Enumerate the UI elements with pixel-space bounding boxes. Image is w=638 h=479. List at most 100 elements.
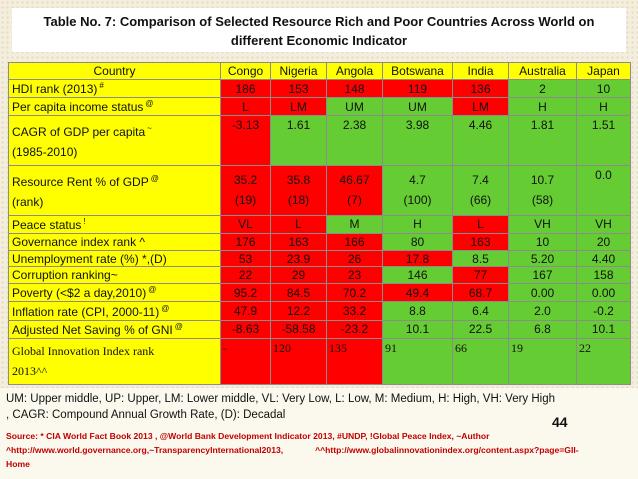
table-cell: H [382,214,453,234]
table-cell: L [270,214,327,234]
table-cell: VH [576,214,631,234]
table-row: Inflation rate (CPI, 2000-11) @47.9 12.2 33… [8,301,631,321]
table-cell: 33.2 [326,301,383,321]
table-cell: 4.46 [452,115,509,166]
table-row-gii: Global Innovation Index rank 2013^^ - 120 13… [8,337,631,386]
cell-value: VH [534,217,551,232]
table-cell: 5.20 [508,249,577,268]
table-cell: 49.4 [382,283,453,303]
row-label: Global Innovation Index rank 2013^^ [8,337,221,386]
cell-value: 77 [473,268,488,283]
cell-value: 35.2 [233,173,258,188]
table-cell: 35.2 (19) [220,164,271,216]
table-cell: 29 [270,266,327,285]
table-row: CAGR of GDP per capita ~ (1985-2010) -3.13 1… [8,115,631,166]
row-label-text: Per capita income status [12,100,144,115]
row-label: Resource Rent % of GDP @ (rank) [8,164,221,216]
cell-value: 163 [470,234,491,249]
row-label-text: Resource Rent % of GDP [12,174,149,189]
table-cell: 10 [508,232,577,251]
cell-value: 22 [238,268,253,283]
table-cell: 2.0 [508,301,577,321]
cell-value: 80 [410,234,425,249]
header-australia: Australia [508,62,577,80]
cell-value: 46.67 [339,173,370,188]
cell-value: 33.2 [342,304,367,318]
cell-value: H [599,99,608,114]
source-link-governance[interactable]: ^http://www.world.governance.org,~Transp… [6,445,284,455]
source-line-3: Home [6,459,30,469]
table-cell: 17.8 [382,249,453,268]
cell-value: -8.63 [231,322,260,337]
cell-value: 91 [385,340,397,355]
cell-value: - [223,340,227,355]
table-cell: VH [508,214,577,234]
header-japan: Japan [576,62,631,80]
row-label: Peace status! [8,214,221,234]
cell-value: 6.4 [472,304,489,318]
row-label: Poverty (<$2 a day,2010) @ [8,283,221,303]
table-cell: 4.7 (100) [382,164,453,216]
table-cell: 146 [382,266,453,285]
source-link-gii[interactable]: ^^http://www.globalinnovationindex.org/c… [315,445,579,455]
cell-value: 0.00 [530,285,555,300]
cell-value: M [349,217,360,232]
cell-rank: (66) [469,193,492,208]
row-label-text-2: (rank) [12,194,44,209]
header-row: Country Congo Nigeria Angola Botswana India Au… [8,62,631,80]
row-label: Governance index rank ^ [8,232,221,251]
cell-value: 6.8 [534,322,551,337]
comparison-table: Country Congo Nigeria Angola Botswana India Au… [8,62,631,386]
title-line-1: Table No. 7: Comparison of Selected Reso… [43,14,595,29]
cell-value: 35.8 [286,173,311,188]
cell-value: 7.4 [472,173,489,188]
header-country: Country [8,62,221,80]
table-row: Per capita income status @ L LM UM UM LM H H [8,97,631,117]
row-label: CAGR of GDP per capita ~ (1985-2010) [8,115,221,166]
cell-value: LM [290,99,307,114]
cell-value: L [477,217,484,232]
cell-value: UM [408,99,427,114]
table-row: Governance index rank ^ 176 163 166 80 163 10 2… [8,232,631,251]
row-label-text: Governance index rank ^ [12,234,146,249]
cell-value: 119 [407,81,428,96]
cell-value: 19 [511,340,523,355]
footer: UM: Upper middle, UP: Upper, LM: Lower m… [0,388,638,479]
row-label-text: Unemployment rate (%) *,(D) [12,251,167,266]
cell-rank: (100) [403,193,432,208]
table-cell: L [220,97,271,117]
table-cell: 120 [270,337,327,386]
table-cell: 1.61 [270,115,327,166]
table-cell: 3.98 [382,115,453,166]
cell-value: 23 [347,268,362,283]
table-cell: 0.0 [576,164,631,216]
table-cell: - [220,337,271,386]
cell-value: -23.2 [340,322,369,337]
table-cell: 10.1 [576,319,631,339]
cell-value: L [295,217,302,232]
table-cell: 8.5 [452,249,509,268]
cell-value: 23.9 [286,251,311,266]
cell-value: 163 [288,234,309,249]
table-cell: 47.9 [220,301,271,321]
cell-value: 20 [596,234,611,249]
table-cell: 53 [220,249,271,268]
cell-value: 8.5 [472,251,489,266]
table-cell: 4.40 [576,249,631,268]
table-cell: 23 [326,266,383,285]
table-row: Peace status! VL L M H L VH VH [8,214,631,234]
cell-value: 22 [579,340,591,355]
cell-value: L [242,99,249,114]
table-cell: M [326,214,383,234]
table-cell: -8.63 [220,319,271,339]
table-cell: 153 [270,78,327,99]
table-cell: 163 [270,232,327,251]
row-label-text: Poverty (<$2 a day,2010) [12,286,147,301]
row-label-text-2: 2013^^ [12,364,48,379]
table-cell: 10.7 (58) [508,164,577,216]
table-cell: 46.67 (7) [326,164,383,216]
table-cell: LM [452,97,509,117]
header-nigeria: Nigeria [270,62,327,80]
row-label-text: Corruption ranking~ [12,268,118,283]
table-cell: 8.8 [382,301,453,321]
